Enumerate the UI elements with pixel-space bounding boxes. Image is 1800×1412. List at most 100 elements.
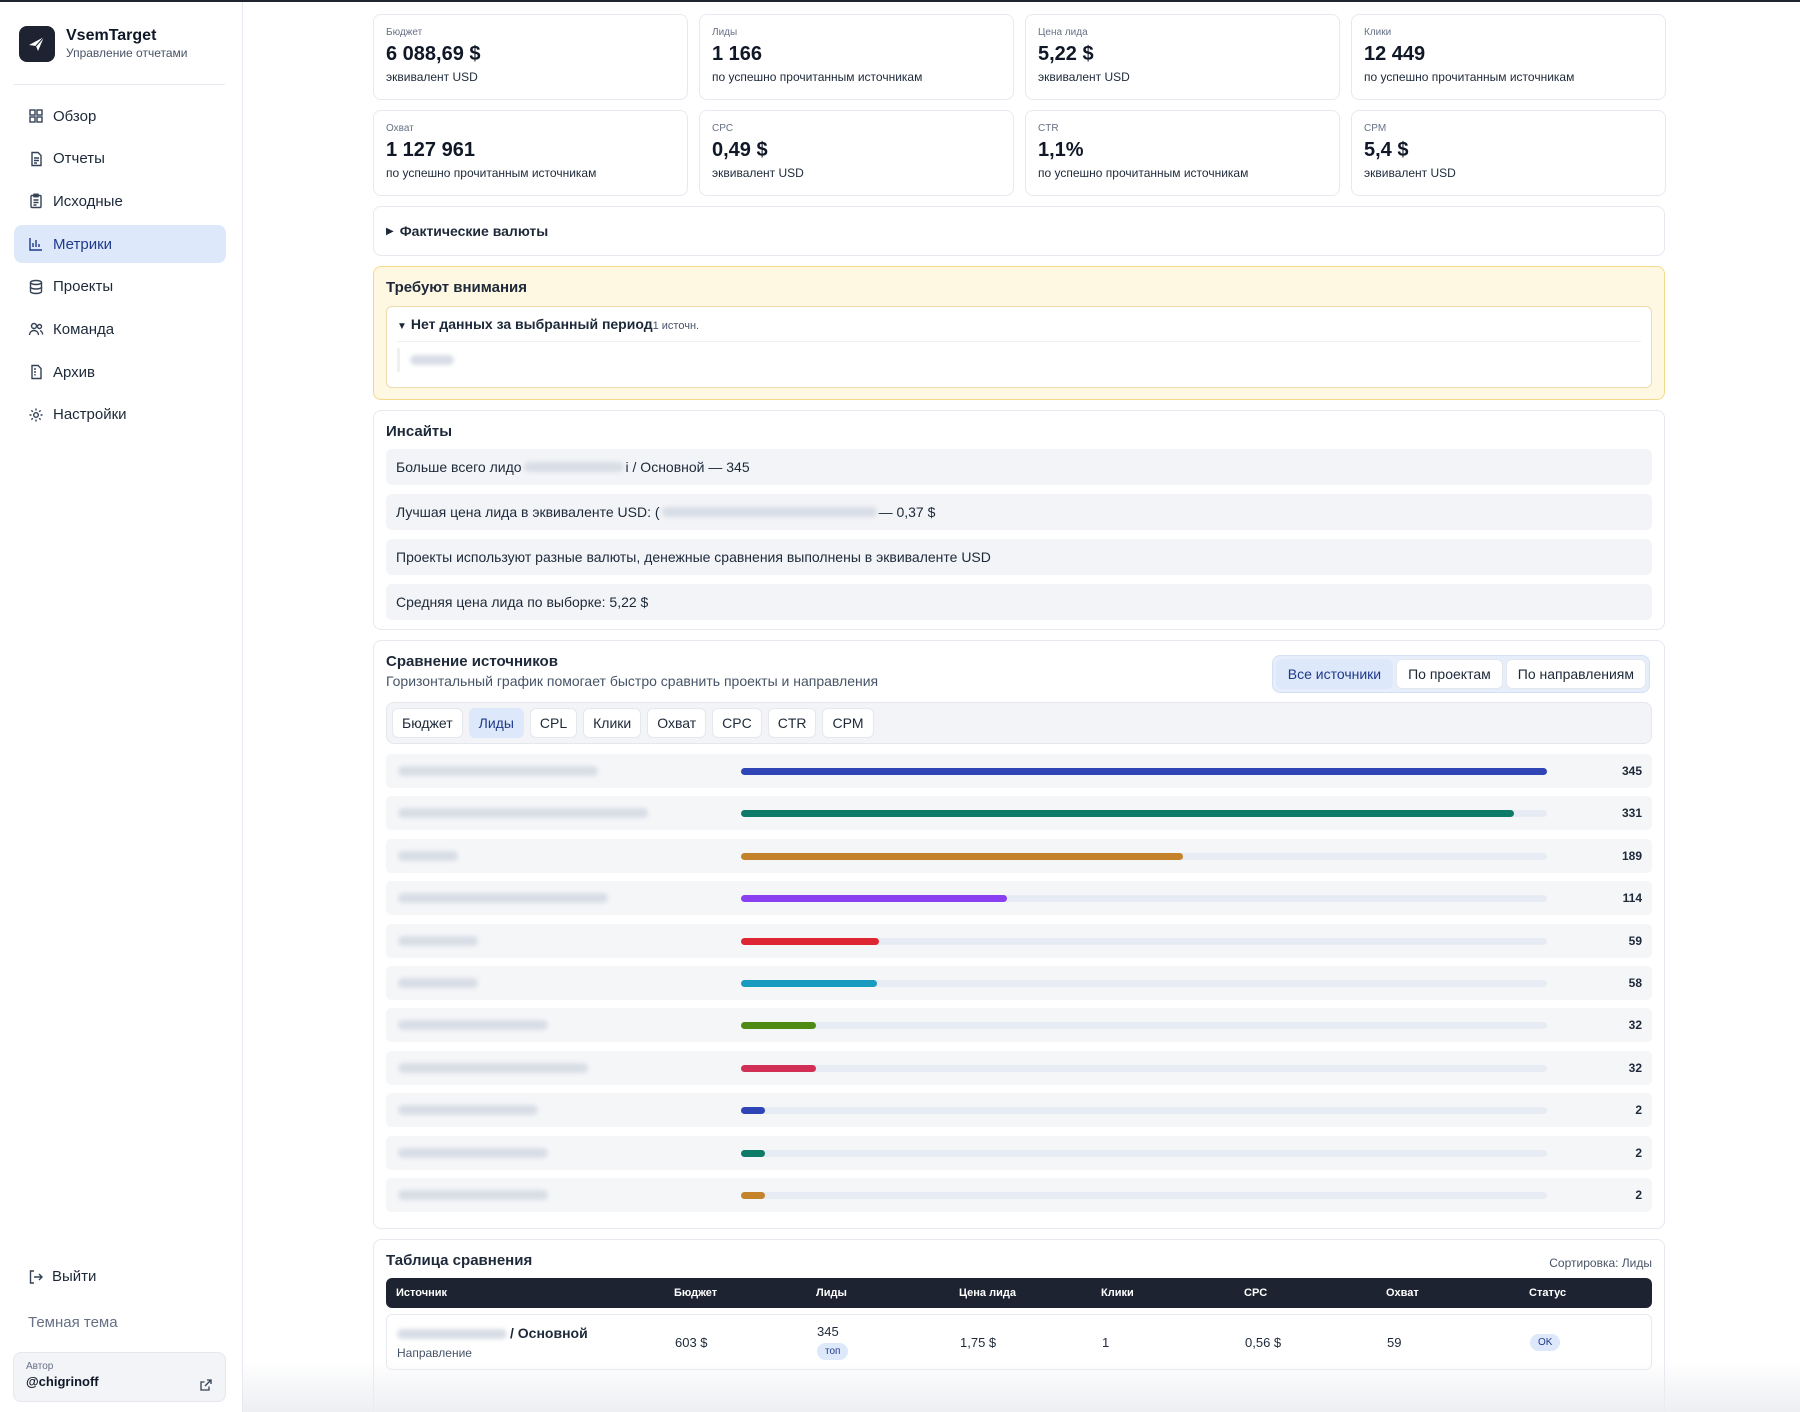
bar-label-redacted — [398, 977, 478, 988]
bar-row[interactable]: 114 — [386, 881, 1652, 916]
column-header[interactable]: Цена лида — [959, 1287, 1016, 1299]
tab-budget[interactable]: Бюджет — [392, 708, 463, 738]
sidebar-item-sources[interactable]: Исходные — [14, 182, 226, 220]
column-header[interactable]: Статус — [1529, 1287, 1567, 1299]
bar-label-redacted — [398, 1020, 548, 1031]
bar-row[interactable]: 189 — [386, 838, 1652, 873]
bar-value-label: 2 — [1635, 1103, 1642, 1118]
cpc-cell: 0,56 $ — [1245, 1334, 1282, 1350]
bar — [741, 768, 1547, 775]
tab-cpm[interactable]: CPM — [822, 708, 874, 738]
column-header[interactable]: Охват — [1386, 1287, 1419, 1299]
actual-currencies-toggle[interactable]: ▶ Фактические валюты — [373, 206, 1665, 256]
column-header[interactable]: Клики — [1101, 1287, 1134, 1299]
table-row[interactable]: / Основной Направление 603 $ 345 топ 1,7… — [386, 1314, 1652, 1370]
kpi-grid: Бюджет 6 088,69 $ эквивалент USD Лиды 1 … — [373, 14, 1666, 196]
tab-cpc[interactable]: CPC — [712, 708, 762, 738]
sort-indicator[interactable]: Сортировка: Лиды — [1549, 1256, 1652, 1270]
column-header[interactable]: Бюджет — [674, 1287, 718, 1299]
kpi-value: 5,4 $ — [1364, 139, 1409, 161]
grouping-all-sources[interactable]: Все источники — [1275, 659, 1394, 689]
kpi-value: 12 449 — [1364, 43, 1426, 65]
author-card[interactable]: Автор @chigrinoff — [13, 1352, 226, 1402]
sidebar-nav: Обзор Отчеты Исходные Метрики Проекты Ко… — [14, 97, 226, 439]
tab-clicks[interactable]: Клики — [583, 708, 642, 738]
logout-button[interactable]: Выйти — [28, 1268, 96, 1285]
brand[interactable]: VsemTarget Управление отчетами — [19, 26, 187, 62]
sidebar: VsemTarget Управление отчетами Обзор Отч… — [0, 2, 243, 1412]
sidebar-item-projects[interactable]: Проекты — [14, 268, 226, 306]
bar — [741, 1022, 816, 1030]
metric-tabs: Бюджет Лиды CPL Клики Охват CPC CTR CPM — [386, 702, 1652, 744]
bar-track — [741, 937, 1547, 945]
bar-label-redacted — [398, 935, 478, 946]
sidebar-item-label: Проекты — [53, 278, 114, 296]
bar-row[interactable]: 59 — [386, 923, 1652, 958]
bar-label-redacted — [398, 1147, 548, 1158]
insight-row: Больше всего лидо i / Основной — 345 — [386, 449, 1652, 485]
source-cell: / Основной Направление — [397, 1325, 675, 1360]
logout-label: Выйти — [52, 1268, 97, 1285]
tab-reach[interactable]: Охват — [647, 708, 707, 738]
bar — [741, 1064, 816, 1072]
sidebar-item-overview[interactable]: Обзор — [14, 97, 226, 135]
bar-track — [741, 1107, 1547, 1115]
column-header[interactable]: Источник — [396, 1287, 448, 1299]
kpi-card-cpm: CPM 5,4 $ эквивалент USD — [1351, 110, 1666, 196]
kpi-label: Клики — [1364, 27, 1392, 38]
sidebar-item-metrics[interactable]: Метрики — [14, 225, 226, 264]
bar — [741, 937, 879, 945]
sidebar-item-label: Архив — [53, 363, 96, 381]
kpi-label: CPC — [712, 123, 734, 134]
kpi-value: 6 088,69 $ — [386, 43, 481, 65]
kpi-label: Цена лида — [1038, 27, 1088, 38]
insight-text: Проекты используют разные валюты, денежн… — [396, 549, 991, 565]
bar-row[interactable]: 2 — [386, 1135, 1652, 1170]
sidebar-item-settings[interactable]: Настройки — [14, 396, 226, 434]
redacted-source — [523, 462, 624, 472]
grouping-by-projects[interactable]: По проектам — [1396, 659, 1503, 689]
insight-row: Лучшая цена лида в эквиваленте USD: ( — … — [386, 494, 1652, 530]
attention-group: ▼ Нет данных за выбранный период1 источн. — [386, 306, 1652, 388]
grouping-by-directions[interactable]: По направлениям — [1505, 659, 1646, 689]
bar-track — [741, 852, 1547, 860]
leads-cell: 345 топ — [817, 1324, 960, 1360]
tab-leads[interactable]: Лиды — [468, 708, 524, 738]
theme-toggle[interactable]: Темная тема — [28, 1314, 118, 1331]
sidebar-item-archive[interactable]: Архив — [14, 353, 226, 391]
grid-icon — [29, 109, 43, 123]
status-badge: OK — [1530, 1334, 1561, 1351]
insight-text-tail: — 0,37 $ — [878, 504, 936, 520]
sidebar-item-team[interactable]: Команда — [14, 310, 226, 348]
bar-row[interactable]: 331 — [386, 796, 1652, 831]
sidebar-item-reports[interactable]: Отчеты — [14, 140, 226, 178]
attention-group-count: 1 источн. — [652, 320, 700, 332]
insights-card: Инсайты Больше всего лидо i / Основной —… — [373, 410, 1665, 630]
bar-row[interactable]: 345 — [386, 754, 1652, 788]
redacted-source — [661, 507, 877, 517]
sidebar-item-label: Команда — [53, 320, 115, 338]
bar-track — [741, 1064, 1547, 1072]
bar-track — [741, 1149, 1547, 1157]
external-link-icon[interactable] — [199, 1378, 213, 1392]
attention-group-toggle[interactable]: ▼ Нет данных за выбранный период1 источн. — [397, 316, 1641, 342]
column-header[interactable]: Лиды — [816, 1287, 847, 1299]
kpi-note: по успешно прочитанным источникам — [712, 70, 923, 84]
column-header[interactable]: CPC — [1244, 1287, 1268, 1299]
leads-value: 345 — [817, 1324, 839, 1339]
tab-ctr[interactable]: CTR — [767, 708, 817, 738]
bar-row[interactable]: 32 — [386, 1050, 1652, 1085]
bar-row[interactable]: 32 — [386, 1008, 1652, 1043]
bar-row[interactable]: 58 — [386, 965, 1652, 1000]
tab-cpl[interactable]: CPL — [529, 708, 578, 738]
kpi-label: CPM — [1364, 123, 1387, 134]
comparison-table-title: Таблица сравнения — [386, 1252, 533, 1269]
insight-text: Средняя цена лида по выборке: 5,22 $ — [396, 594, 649, 610]
budget-cell: 603 $ — [675, 1334, 708, 1350]
bar-row[interactable]: 2 — [386, 1093, 1652, 1128]
bar-chart: 345 331 189 114 59 58 32 32 2 2 2 — [386, 754, 1652, 1212]
bar-row[interactable]: 2 — [386, 1177, 1652, 1212]
bar-value-label: 2 — [1635, 1187, 1642, 1202]
comparison-table-card: Таблица сравнения Сортировка: Лиды Источ… — [373, 1239, 1665, 1412]
caret-right-icon: ▶ — [386, 225, 394, 237]
